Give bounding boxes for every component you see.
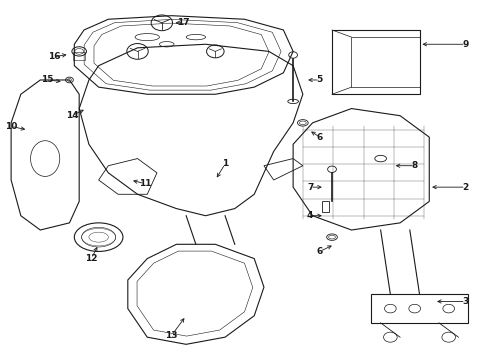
Text: 17: 17: [177, 18, 190, 27]
Text: 9: 9: [462, 40, 468, 49]
Bar: [73, 53, 85, 60]
Bar: [351, 37, 419, 87]
Text: 1: 1: [222, 159, 228, 168]
Text: 4: 4: [306, 211, 313, 220]
Text: 10: 10: [5, 122, 17, 131]
Text: 15: 15: [41, 76, 54, 85]
Text: 7: 7: [306, 183, 313, 192]
Text: 16: 16: [47, 52, 60, 61]
Text: 2: 2: [462, 183, 468, 192]
Text: 14: 14: [65, 111, 78, 120]
Bar: [331, 30, 419, 94]
Text: 12: 12: [85, 254, 98, 263]
Text: 11: 11: [138, 179, 151, 188]
Text: 3: 3: [462, 297, 468, 306]
Text: 6: 6: [316, 247, 323, 256]
Text: 8: 8: [411, 161, 417, 170]
Bar: [322, 202, 328, 212]
Text: 13: 13: [165, 331, 178, 340]
Text: 5: 5: [316, 76, 323, 85]
Text: 6: 6: [316, 132, 323, 141]
